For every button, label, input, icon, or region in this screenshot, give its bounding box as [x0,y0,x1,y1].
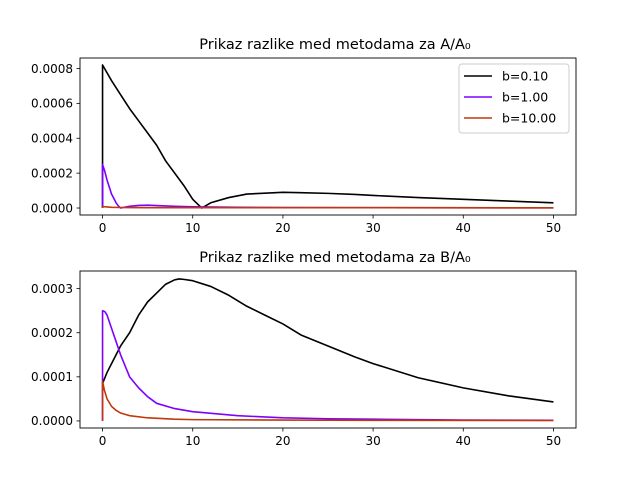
x-tick-label: 20 [275,434,290,448]
x-tick-label: 10 [185,434,200,448]
y-tick-label: 0.0000 [31,201,73,215]
legend: b=0.10 b=1.00 b=10.00 [458,63,570,134]
subplot-b-frame [79,270,577,429]
subplot-b: Prikaz razlike med metodama za B/A₀ 0 10 2… [31,250,577,448]
x-tick-label: 50 [546,221,561,235]
y-tick-label: 0.0006 [31,97,73,111]
subplot-a-title: Prikaz razlike med metodama za A/A₀ [199,37,471,53]
y-tick-label: 0.0003 [31,282,73,296]
x-tick-label: 20 [275,221,290,235]
x-tick-label: 40 [456,434,471,448]
subplot-b-lines [101,278,554,422]
y-tick-label: 0.0002 [31,326,73,340]
subplot-a: Prikaz razlike med metodama za A/A₀ 0 10 2… [31,37,577,235]
subplot-a-lines [101,64,554,209]
y-tick-label: 0.0004 [31,132,73,146]
subplot-a-frame [79,57,577,216]
series-line-1 [101,309,554,422]
series-line-0 [101,278,554,403]
series-line-2 [101,380,554,422]
legend-label: b=1.00 [502,90,548,105]
x-tick-label: 30 [365,221,380,235]
y-tick-label: 0.0002 [31,166,73,180]
x-tick-label: 0 [99,434,107,448]
series-line-2 [101,205,554,209]
x-tick-label: 50 [546,434,561,448]
legend-label: b=10.00 [502,111,556,126]
subplot-b-title: Prikaz razlike med metodama za B/A₀ [199,250,471,266]
legend-box [458,63,570,134]
x-tick-label: 40 [456,221,471,235]
subplot-a-ticks: 0 10 20 30 40 50 0.0000 0.0002 0.0004 0.0006 0.000… [31,62,561,235]
x-tick-label: 0 [99,221,107,235]
x-tick-label: 30 [365,434,380,448]
y-tick-label: 0.0001 [31,370,73,384]
y-tick-label: 0.0008 [31,62,73,76]
y-tick-label: 0.0000 [31,414,73,428]
subplot-b-ticks: 0 10 20 30 40 50 0.0000 0.0001 0.0002 0.0003 [31,282,561,448]
legend-label: b=0.10 [502,69,548,84]
series-line-0 [101,64,554,209]
x-tick-label: 10 [185,221,200,235]
